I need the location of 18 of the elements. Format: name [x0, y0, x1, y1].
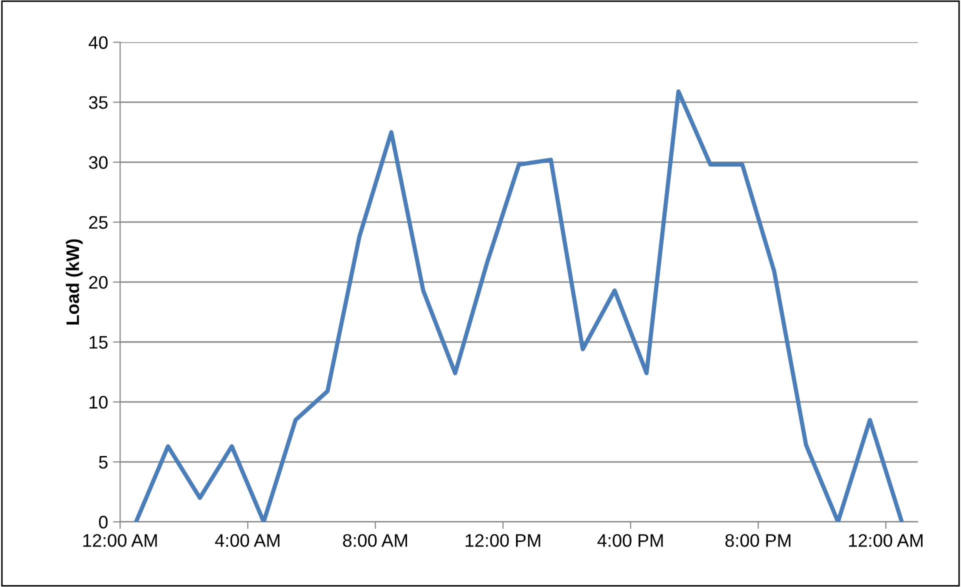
y-tick-label: 15 [90, 336, 108, 349]
y-tick-label: 25 [89, 216, 108, 229]
x-tick-label: 12:00 PM [466, 534, 540, 547]
y-tick-label: 35 [88, 96, 108, 109]
y-tick-label: 40 [88, 36, 108, 49]
x-tick-label: 12:00 AM [849, 534, 923, 547]
x-tick-label: 4:00 AM [215, 534, 280, 547]
y-tick-label: 10 [90, 396, 108, 409]
x-tick-label: 8:00 AM [343, 534, 408, 547]
y-tick-label: 20 [89, 276, 108, 289]
x-tick-label: 12:00 AM [83, 534, 157, 547]
y-tick-label: 30 [88, 156, 108, 169]
y-tick-label: 0 [98, 516, 108, 529]
y-axis-title: Load (kW) [66, 239, 83, 324]
x-tick-label: 4:00 PM [597, 534, 663, 547]
line-series [134, 89, 904, 522]
y-tick-label: 5 [99, 456, 108, 469]
x-tick-label: 8:00 PM [725, 534, 790, 547]
